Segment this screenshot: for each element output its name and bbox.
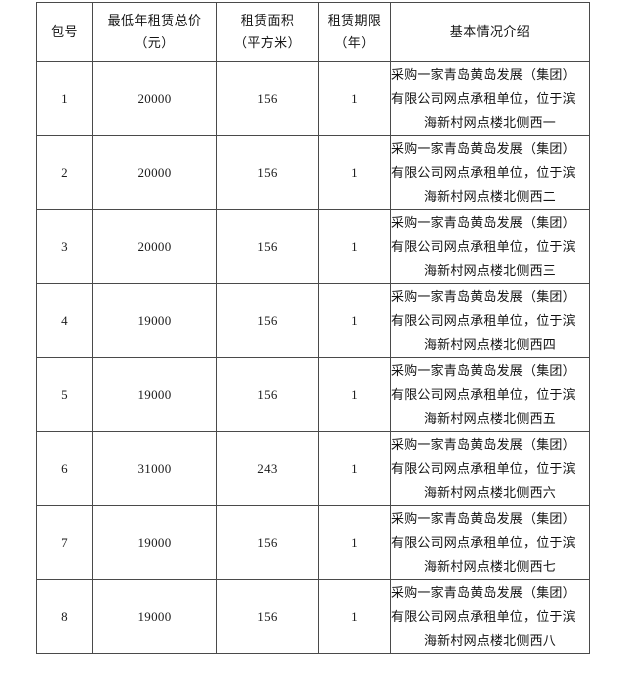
cell-lease-term: 1: [318, 431, 391, 506]
cell-package-no: 5: [36, 357, 93, 432]
table-row: 6 31000 243 1 采购一家青岛黄岛发展（集团） 有限公司网点承租单位，…: [36, 431, 590, 506]
desc-line: 海新村网点楼北侧西六: [423, 484, 556, 500]
cell-lease-term: 1: [318, 61, 391, 136]
cell-package-no: 3: [36, 209, 93, 284]
cell-basic-info: 采购一家青岛黄岛发展（集团） 有限公司网点承租单位，位于滨 海新村网点楼北侧西八: [390, 579, 590, 654]
desc-line: 有限公司网点承租单位，位于滨: [391, 90, 576, 106]
cell-package-no: 8: [36, 579, 93, 654]
desc-line: 海新村网点楼北侧西七: [423, 558, 556, 574]
cell-lease-area: 243: [216, 431, 319, 506]
desc-line: 海新村网点楼北侧西一: [423, 114, 556, 130]
table-row: 5 19000 156 1 采购一家青岛黄岛发展（集团） 有限公司网点承租单位，…: [36, 357, 590, 432]
table-row: 8 19000 156 1 采购一家青岛黄岛发展（集团） 有限公司网点承租单位，…: [36, 579, 590, 654]
cell-min-annual-rent: 20000: [92, 209, 217, 284]
table-header: 包号 最低年租赁总价 （元） 租赁面积 （平方米） 租赁期限 （年） 基本情况介…: [36, 2, 590, 62]
cell-min-annual-rent: 19000: [92, 579, 217, 654]
cell-package-no: 2: [36, 135, 93, 210]
desc-line: 有限公司网点承租单位，位于滨: [391, 238, 576, 254]
header-line: 租赁期限: [327, 13, 382, 28]
cell-basic-info: 采购一家青岛黄岛发展（集团） 有限公司网点承租单位，位于滨 海新村网点楼北侧西一: [390, 61, 590, 136]
desc-line: 采购一家青岛黄岛发展（集团）: [391, 288, 576, 304]
table-row: 7 19000 156 1 采购一家青岛黄岛发展（集团） 有限公司网点承租单位，…: [36, 505, 590, 580]
header-line: 基本情况介绍: [449, 24, 531, 39]
table-row: 1 20000 156 1 采购一家青岛黄岛发展（集团） 有限公司网点承租单位，…: [36, 61, 590, 136]
desc-line: 采购一家青岛黄岛发展（集团）: [391, 362, 576, 378]
cell-lease-area: 156: [216, 505, 319, 580]
desc-line: 有限公司网点承租单位，位于滨: [391, 386, 576, 402]
desc-line: 有限公司网点承租单位，位于滨: [391, 164, 576, 180]
table-row: 3 20000 156 1 采购一家青岛黄岛发展（集团） 有限公司网点承租单位，…: [36, 209, 590, 284]
desc-line: 采购一家青岛黄岛发展（集团）: [391, 584, 576, 600]
header-cell-lease-area: 租赁面积 （平方米）: [216, 2, 319, 62]
desc-line: 海新村网点楼北侧西四: [423, 336, 556, 352]
desc-line: 采购一家青岛黄岛发展（集团）: [391, 66, 576, 82]
header-cell-lease-term: 租赁期限 （年）: [318, 2, 391, 62]
cell-lease-area: 156: [216, 209, 319, 284]
desc-line: 有限公司网点承租单位，位于滨: [391, 460, 576, 476]
cell-lease-area: 156: [216, 357, 319, 432]
cell-package-no: 1: [36, 61, 93, 136]
table-row: 2 20000 156 1 采购一家青岛黄岛发展（集团） 有限公司网点承租单位，…: [36, 135, 590, 210]
cell-lease-term: 1: [318, 135, 391, 210]
cell-lease-area: 156: [216, 283, 319, 358]
cell-package-no: 7: [36, 505, 93, 580]
header-cell-min-annual-rent: 最低年租赁总价 （元）: [92, 2, 217, 62]
cell-lease-term: 1: [318, 357, 391, 432]
cell-min-annual-rent: 20000: [92, 135, 217, 210]
cell-min-annual-rent: 20000: [92, 61, 217, 136]
cell-package-no: 4: [36, 283, 93, 358]
desc-line: 有限公司网点承租单位，位于滨: [391, 534, 576, 550]
header-line: 包号: [51, 24, 78, 39]
header-line: 租赁面积: [240, 13, 295, 28]
cell-basic-info: 采购一家青岛黄岛发展（集团） 有限公司网点承租单位，位于滨 海新村网点楼北侧西四: [390, 283, 590, 358]
header-line-unit: （平方米）: [233, 35, 301, 50]
desc-line: 海新村网点楼北侧西二: [423, 188, 556, 204]
desc-line: 采购一家青岛黄岛发展（集团）: [391, 140, 576, 156]
desc-line: 采购一家青岛黄岛发展（集团）: [391, 510, 576, 526]
desc-line: 有限公司网点承租单位，位于滨: [391, 312, 576, 328]
header-line-unit: （元）: [134, 35, 175, 50]
cell-lease-term: 1: [318, 505, 391, 580]
cell-basic-info: 采购一家青岛黄岛发展（集团） 有限公司网点承租单位，位于滨 海新村网点楼北侧西五: [390, 357, 590, 432]
cell-min-annual-rent: 19000: [92, 505, 217, 580]
desc-line: 采购一家青岛黄岛发展（集团）: [391, 436, 576, 452]
desc-line: 海新村网点楼北侧西五: [423, 410, 556, 426]
cell-lease-term: 1: [318, 579, 391, 654]
cell-lease-area: 156: [216, 579, 319, 654]
cell-min-annual-rent: 19000: [92, 283, 217, 358]
header-row: 包号 最低年租赁总价 （元） 租赁面积 （平方米） 租赁期限 （年） 基本情况介…: [36, 2, 590, 62]
desc-line: 海新村网点楼北侧西三: [423, 262, 556, 278]
desc-line: 有限公司网点承租单位，位于滨: [391, 608, 576, 624]
lease-package-table: 包号 最低年租赁总价 （元） 租赁面积 （平方米） 租赁期限 （年） 基本情况介…: [36, 2, 590, 654]
cell-min-annual-rent: 19000: [92, 357, 217, 432]
cell-lease-area: 156: [216, 135, 319, 210]
header-cell-basic-info: 基本情况介绍: [390, 2, 590, 62]
cell-lease-term: 1: [318, 209, 391, 284]
desc-line: 海新村网点楼北侧西八: [423, 632, 556, 648]
cell-lease-term: 1: [318, 283, 391, 358]
desc-line: 采购一家青岛黄岛发展（集团）: [391, 214, 576, 230]
cell-min-annual-rent: 31000: [92, 431, 217, 506]
cell-basic-info: 采购一家青岛黄岛发展（集团） 有限公司网点承租单位，位于滨 海新村网点楼北侧西七: [390, 505, 590, 580]
header-line: 最低年租赁总价: [107, 13, 202, 28]
cell-basic-info: 采购一家青岛黄岛发展（集团） 有限公司网点承租单位，位于滨 海新村网点楼北侧西三: [390, 209, 590, 284]
table-body: 1 20000 156 1 采购一家青岛黄岛发展（集团） 有限公司网点承租单位，…: [36, 61, 590, 654]
header-cell-package-no: 包号: [36, 2, 93, 62]
cell-lease-area: 156: [216, 61, 319, 136]
cell-basic-info: 采购一家青岛黄岛发展（集团） 有限公司网点承租单位，位于滨 海新村网点楼北侧西六: [390, 431, 590, 506]
header-line-unit: （年）: [334, 35, 375, 50]
table-row: 4 19000 156 1 采购一家青岛黄岛发展（集团） 有限公司网点承租单位，…: [36, 283, 590, 358]
cell-package-no: 6: [36, 431, 93, 506]
cell-basic-info: 采购一家青岛黄岛发展（集团） 有限公司网点承租单位，位于滨 海新村网点楼北侧西二: [390, 135, 590, 210]
